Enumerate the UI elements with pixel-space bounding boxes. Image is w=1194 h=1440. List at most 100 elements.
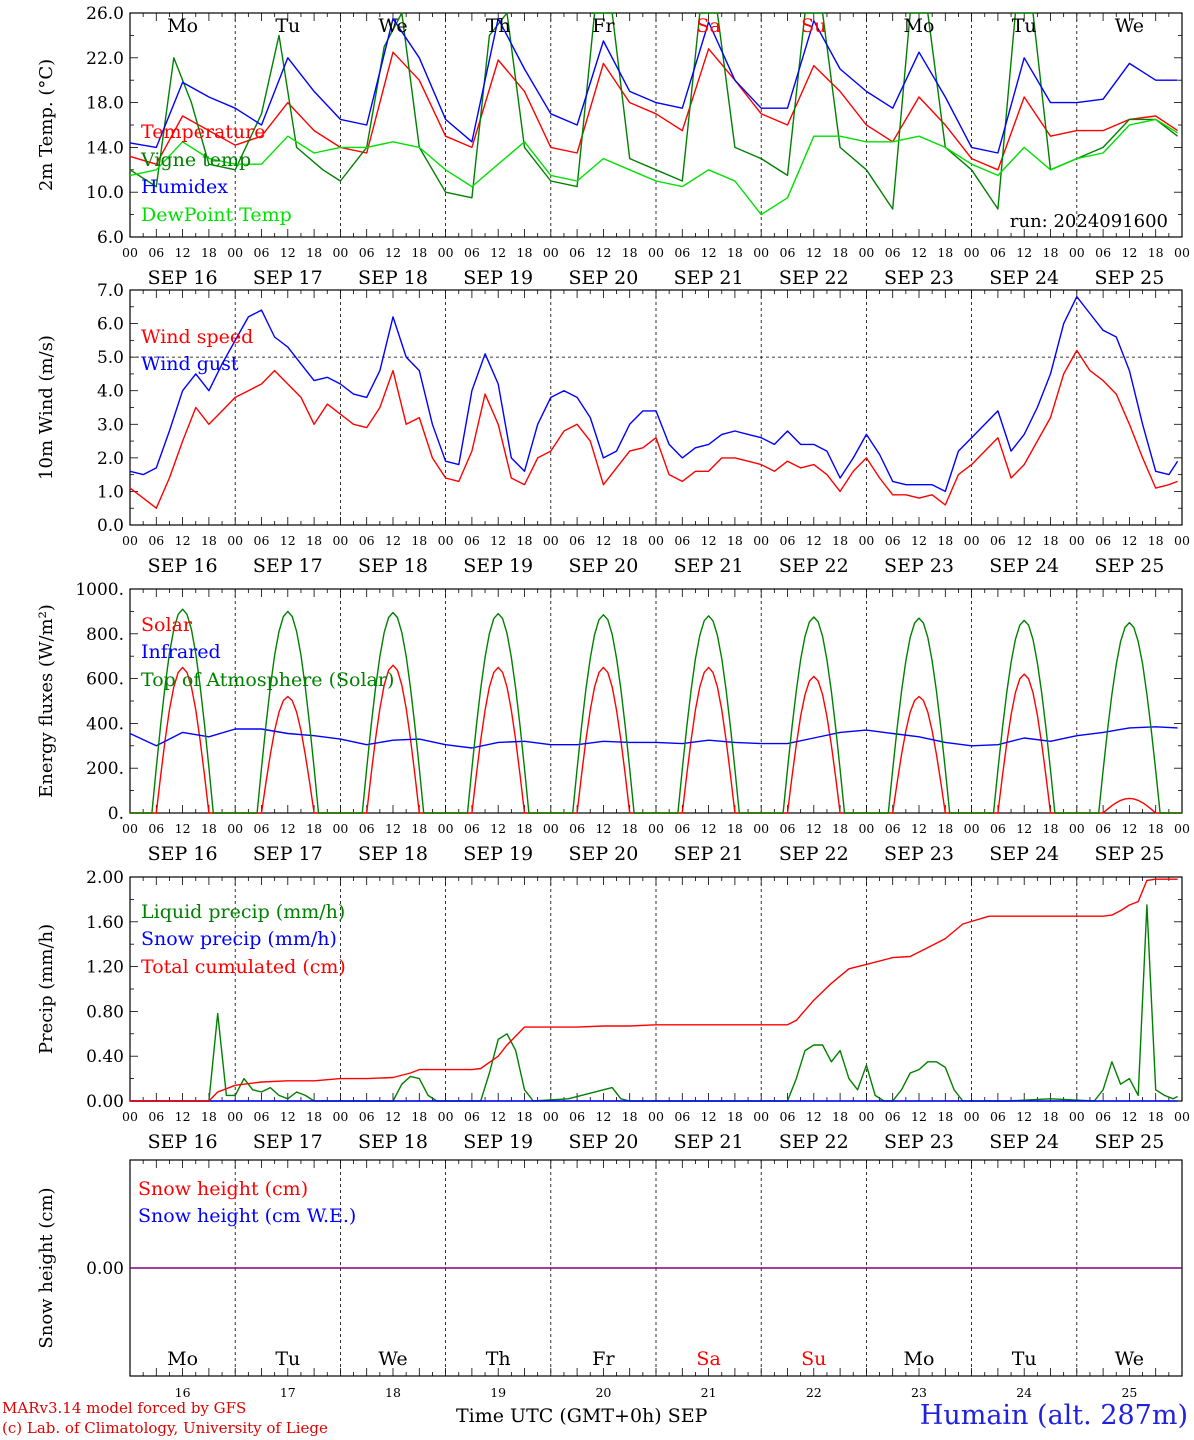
- date-label: SEP 17: [253, 1131, 323, 1153]
- hour-label: 06: [1095, 1109, 1111, 1124]
- date-label: SEP 25: [1094, 843, 1164, 865]
- hour-label: 06: [359, 1109, 375, 1124]
- day-number-label: 25: [1121, 1385, 1137, 1400]
- weekday-label: Fr: [592, 15, 615, 37]
- hour-label: 00: [648, 245, 664, 260]
- hour-label: 06: [254, 1109, 270, 1124]
- legend-entry: DewPoint Temp: [141, 204, 292, 226]
- date-label: SEP 18: [358, 555, 428, 577]
- hour-label: 12: [806, 533, 822, 548]
- y-tick-label: 2.0: [97, 449, 124, 469]
- panel-frame: [129, 588, 1183, 814]
- weekday-label: Th: [486, 1348, 511, 1370]
- y-axis-label: Precip (mm/h): [36, 924, 57, 1054]
- hour-label: 06: [990, 821, 1006, 836]
- date-label: SEP 24: [989, 267, 1059, 289]
- hour-label: 18: [201, 1109, 217, 1124]
- hour-label: 06: [674, 821, 690, 836]
- hour-label: 12: [1016, 533, 1032, 548]
- hour-label: 12: [595, 821, 611, 836]
- hour-label: 12: [595, 1109, 611, 1124]
- hour-label: 00: [438, 245, 454, 260]
- date-label: SEP 17: [253, 555, 323, 577]
- date-label: SEP 20: [568, 843, 638, 865]
- y-axis-label: 10m Wind (m/s): [36, 335, 57, 480]
- y-axis-label: 2m Temp. (°C): [36, 59, 57, 191]
- hour-label: 06: [254, 533, 270, 548]
- hour-label: 00: [227, 1109, 243, 1124]
- hour-label: 12: [806, 1109, 822, 1124]
- hour-label: 06: [359, 533, 375, 548]
- hour-label: 12: [1016, 821, 1032, 836]
- weekday-label: Su: [801, 15, 826, 37]
- hour-label: 18: [1148, 1109, 1164, 1124]
- hour-label: 06: [885, 821, 901, 836]
- hour-label: 18: [622, 1109, 638, 1124]
- date-label: SEP 17: [253, 267, 323, 289]
- hour-label: 18: [622, 245, 638, 260]
- series-line-dewpoint-temp: [129, 118, 1178, 216]
- day-number-label: 18: [385, 1385, 401, 1400]
- y-tick-label: 1.60: [86, 913, 124, 933]
- date-label: SEP 24: [989, 1131, 1059, 1153]
- hour-label: 12: [911, 533, 927, 548]
- hour-label: 00: [858, 533, 874, 548]
- weekday-label: Fr: [592, 1348, 615, 1370]
- hour-label: 12: [280, 533, 296, 548]
- hour-label: 06: [464, 533, 480, 548]
- day-number-label: 19: [490, 1385, 506, 1400]
- hour-label: 12: [280, 1109, 296, 1124]
- date-label: SEP 16: [148, 843, 218, 865]
- hour-label: 12: [701, 821, 717, 836]
- date-label: SEP 16: [148, 267, 218, 289]
- y-tick-label: 0.: [108, 804, 124, 824]
- hour-label: 18: [201, 245, 217, 260]
- meteogram-chart: 6.0 10.0 14.0 18.0 22.0 26.0 2m Temp. (°C) Temp…: [36, 4, 1190, 1400]
- hour-label: 06: [148, 245, 164, 260]
- hour-label: 18: [411, 1109, 427, 1124]
- date-label: SEP 21: [674, 1131, 744, 1153]
- date-label: SEP 16: [148, 1131, 218, 1153]
- date-label: SEP 23: [884, 555, 954, 577]
- hour-label: 18: [937, 533, 953, 548]
- y-tick-label: 1.0: [97, 482, 124, 502]
- y-tick-label: 0.40: [86, 1047, 124, 1067]
- weekday-label: Th: [486, 15, 511, 37]
- hour-label: 18: [411, 533, 427, 548]
- date-label: SEP 22: [779, 843, 849, 865]
- hour-label: 18: [201, 533, 217, 548]
- hour-label: 12: [1016, 245, 1032, 260]
- hour-label: 12: [595, 533, 611, 548]
- hour-label: 00: [858, 821, 874, 836]
- hour-label: 18: [306, 1109, 322, 1124]
- hour-label: 12: [1121, 1109, 1137, 1124]
- y-tick-label: 18.0: [86, 94, 124, 114]
- hour-label: 12: [385, 1109, 401, 1124]
- legend-entry: Total cumulated (cm): [141, 956, 346, 978]
- hour-label: 00: [964, 533, 980, 548]
- weekday-label: Mo: [167, 1348, 198, 1370]
- hour-label: 18: [727, 1109, 743, 1124]
- y-tick-label: 6.0: [97, 228, 124, 248]
- hour-label: 06: [674, 1109, 690, 1124]
- hour-label: 06: [359, 245, 375, 260]
- y-tick-label: 0.80: [86, 1002, 124, 1022]
- hour-label: 06: [780, 245, 796, 260]
- hour-label: 18: [517, 245, 533, 260]
- hour-label: 12: [701, 245, 717, 260]
- hour-label: 06: [1095, 533, 1111, 548]
- hour-label: 00: [964, 245, 980, 260]
- date-label: SEP 19: [463, 555, 533, 577]
- hour-label: 18: [937, 245, 953, 260]
- hour-label: 06: [569, 245, 585, 260]
- weekday-label: Su: [801, 1348, 826, 1370]
- hour-label: 00: [227, 821, 243, 836]
- hour-label: 12: [175, 821, 191, 836]
- hour-label: 06: [674, 533, 690, 548]
- hour-label: 18: [1043, 1109, 1059, 1124]
- day-number-label: 16: [175, 1385, 191, 1400]
- series-line-top-of-atmosphere-solar-: [130, 608, 1182, 814]
- hour-label: 00: [332, 533, 348, 548]
- weekday-label: Mo: [904, 1348, 935, 1370]
- hour-label: 00: [543, 1109, 559, 1124]
